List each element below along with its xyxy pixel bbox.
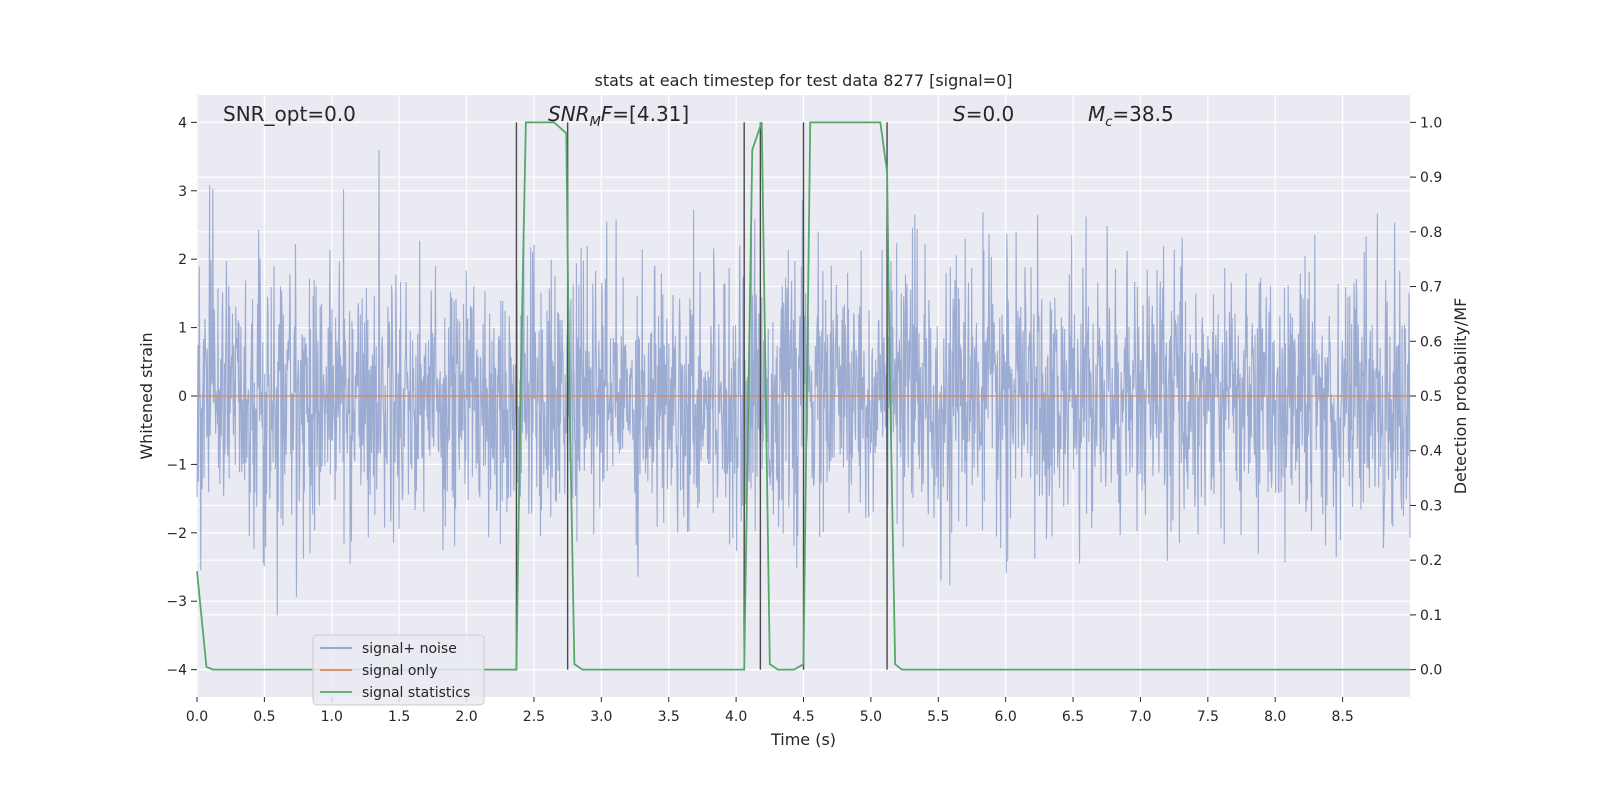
y2-tick-label: 0.2: [1420, 553, 1442, 569]
y-tick-label: −1: [166, 457, 187, 473]
chart-title: stats at each timestep for test data 827…: [594, 71, 1012, 90]
mc-base: M: [1088, 102, 1105, 126]
y-tick-label: 4: [178, 115, 187, 131]
mc-annotation: Mc=38.5: [1088, 102, 1174, 130]
x-tick-label: 5.0: [860, 709, 882, 725]
snr-mf-f: F: [601, 102, 613, 126]
x-tick-label: 3.0: [590, 709, 612, 725]
legend-label-stats: signal statistics: [362, 685, 470, 701]
x-tick-label: 2.5: [523, 709, 545, 725]
x-tick-label: 8.0: [1264, 709, 1286, 725]
x-tick-label: 4.0: [725, 709, 747, 725]
y-tick-label: −4: [166, 663, 187, 679]
legend-box: [312, 634, 485, 706]
legend-label-noise: signal+ noise: [362, 641, 457, 657]
y2-tick-label: 0.5: [1420, 389, 1442, 405]
x-tick-label: 5.5: [927, 709, 949, 725]
x-tick-label: 8.5: [1331, 709, 1353, 725]
y2-tick-label: 0.4: [1420, 444, 1442, 460]
y-tick-label: 1: [178, 321, 187, 337]
x-tick-label: 1.0: [321, 709, 343, 725]
x-tick-label: 7.5: [1197, 709, 1219, 725]
y2-tick-label: 0.1: [1420, 608, 1442, 624]
mc-rest: =38.5: [1112, 102, 1173, 126]
legend-label-signal: signal only: [362, 663, 437, 679]
y-axis-label: Whitened strain: [137, 332, 156, 459]
y-tick-label: 2: [178, 252, 187, 268]
x-tick-label: 4.5: [792, 709, 814, 725]
s-symbol: S: [953, 102, 966, 126]
x-axis-label: Time (s): [770, 730, 836, 749]
mc-sub: c: [1105, 115, 1112, 130]
snr-opt-annotation: SNR_opt=0.0: [223, 102, 356, 126]
y2-tick-label: 0.0: [1420, 663, 1442, 679]
s-stat-annotation: S=0.0: [953, 102, 1014, 126]
y-tick-label: −2: [166, 526, 187, 542]
x-tick-label: 0.0: [186, 709, 208, 725]
x-tick-label: 1.5: [388, 709, 410, 725]
x-tick-label: 3.5: [658, 709, 680, 725]
x-tick-label: 6.5: [1062, 709, 1084, 725]
y-tick-label: 0: [178, 389, 187, 405]
axes: 0.0 0.5 1.0 1.5 2.0 2.5 3.0 3.5 4.0 4.5 5.0 5.5 6.0 6…: [166, 115, 1442, 725]
y2-tick-label: 0.6: [1420, 334, 1442, 350]
x-tick-label: 7.0: [1129, 709, 1151, 725]
y2-tick-label: 1.0: [1420, 115, 1442, 131]
snr-mf-annotation: SNRMF=[4.31]: [548, 102, 689, 130]
y-tick-label: −3: [166, 594, 187, 610]
y-tick-label: 3: [178, 184, 187, 200]
y2-tick-label: 0.3: [1420, 498, 1442, 514]
x-tick-label: 2.0: [455, 709, 477, 725]
y2-tick-label: 0.7: [1420, 280, 1442, 296]
s-value: =0.0: [966, 102, 1015, 126]
snr-mf-sub: M: [590, 115, 601, 130]
x-tick-label: 6.0: [995, 709, 1017, 725]
x-tick-label: 0.5: [253, 709, 275, 725]
stats-line: [196, 121, 1410, 671]
snr-mf-rest: =[4.31]: [612, 102, 689, 126]
snr-mf-base: SNR: [548, 102, 590, 126]
y2-axis-label: Detection probability/MF: [1451, 298, 1470, 495]
y2-tick-label: 0.8: [1420, 225, 1442, 241]
y2-tick-label: 0.9: [1420, 170, 1442, 186]
legend: signal+ noise signal only signal statist…: [312, 634, 485, 706]
signal-statistics-series: [196, 121, 1410, 671]
